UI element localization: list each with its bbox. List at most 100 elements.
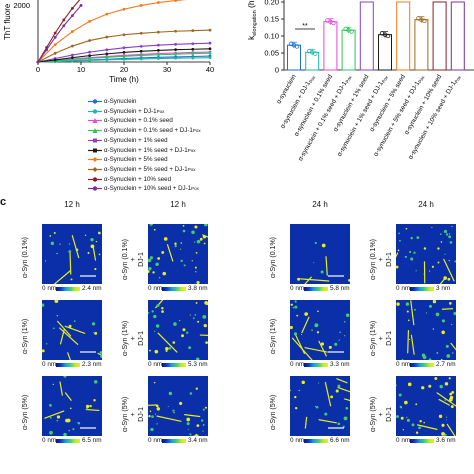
height-colorbar: [304, 439, 328, 443]
height-colorbar: [410, 287, 434, 291]
data-point: [208, 41, 212, 45]
row-label-dj1: α-Syn (5%) + DJ-1: [122, 396, 145, 432]
legend-item: α-Synuclein + 10% seed + DJ-1 Pox: [88, 184, 199, 193]
x-tick-label: 40: [206, 65, 214, 74]
data-point: [191, 47, 195, 51]
data-point: [71, 30, 74, 33]
colorbar-max-label: 6.5 nm: [82, 437, 102, 444]
data-point: [139, 4, 143, 7]
colorbar-max-label: 2.4 nm: [82, 285, 102, 292]
colorbar-min-label: 0 nm: [396, 361, 411, 368]
bar: [396, 1, 411, 71]
legend-label: α-Synuclein + 1% seed + DJ-1: [104, 146, 188, 154]
height-colorbar: [56, 439, 80, 443]
colorbar-max-label: 5.3 nm: [188, 361, 208, 368]
b-y-ticks: 0 0.05 0.10 0.15 0.20: [264, 0, 284, 75]
height-colorbar: [410, 363, 434, 367]
legend-item: α-Synuclein + 1% seed: [88, 136, 168, 145]
row-label-dj1: α-Syn (1%) + DJ-1: [122, 320, 145, 356]
column-heading: 12 h: [170, 200, 186, 209]
colorbar-min-label: 0 nm: [148, 285, 163, 292]
data-point: [139, 49, 143, 53]
legend-label: α-Synuclein + 0.1% seed + DJ-1: [104, 127, 193, 135]
row-label-dj1: α-Syn (0.1%) + DJ-1: [370, 238, 393, 280]
bar: [341, 29, 356, 71]
data-point: [53, 35, 57, 39]
legend-item: α-Synuclein + 5% seed: [88, 155, 168, 164]
data-point: [191, 56, 195, 60]
colorbar-max-label: 2.3 nm: [82, 361, 102, 368]
data-point: [53, 43, 57, 46]
data-point: [105, 58, 109, 62]
data-point: [53, 51, 57, 55]
afm-image: [290, 300, 350, 360]
afm-image: [42, 376, 102, 436]
legend-item: α-Synuclein + 5% seed + DJ-1 Pox: [88, 165, 195, 174]
legend-item: α-Synuclein + 0.1% seed + DJ-1 Pox: [88, 126, 201, 135]
row-label-dj1: α-Syn (1%) + DJ-1: [370, 320, 393, 356]
b-y-tick-label: 0.05: [264, 49, 279, 58]
legend-marker-icon: [88, 99, 102, 104]
legend-label-sub: Pox: [192, 128, 201, 134]
colorbar-max-label: 3.8 nm: [188, 285, 208, 292]
data-point: [88, 39, 91, 42]
colorbar-max-label: 5.8 nm: [330, 285, 350, 292]
height-colorbar: [56, 287, 80, 291]
data-point: [53, 31, 57, 35]
afm-image: [290, 224, 350, 284]
legend-label-sub: Pox: [156, 108, 165, 114]
afm-image: [148, 376, 208, 436]
data-point: [122, 7, 126, 11]
afm-image: [396, 300, 456, 360]
series-lines: [36, 0, 212, 64]
x-axis-label: Time (h): [109, 75, 139, 84]
legend-label: α-Synuclein + 5% seed: [104, 156, 168, 164]
replicate-point: [349, 29, 354, 34]
panel-b-chart: kelongation (h 0 0.05 0.10 0.15 0.20 ** α-sy…: [246, 0, 474, 162]
data-point: [208, 51, 212, 55]
row-label: α-Syn (5%): [22, 394, 29, 430]
legend-item: α-Synuclein + 10% seed: [88, 175, 171, 184]
data-point: [88, 59, 91, 62]
panel-c-label: c: [0, 196, 7, 208]
data-point: [157, 1, 160, 4]
data-point: [139, 44, 143, 48]
data-point: [208, 28, 212, 32]
series-line: [37, 5, 82, 63]
afm-image: [42, 224, 102, 284]
legend-marker-icon: [88, 176, 102, 182]
data-point: [105, 12, 109, 16]
colorbar-min-label: 0 nm: [42, 285, 57, 292]
colorbar-min-label: 0 nm: [396, 437, 411, 444]
data-point: [139, 57, 143, 61]
row-label: α-Syn (1%): [22, 318, 29, 354]
legend-label-sub: Pox: [191, 186, 199, 192]
data-point: [157, 53, 160, 57]
data-point: [174, 52, 178, 56]
legend-label: α-Synuclein + 10% seed: [104, 175, 172, 183]
colorbar-min-label: 0 nm: [290, 437, 305, 444]
replicate-point: [331, 20, 336, 26]
bar: [378, 34, 392, 71]
b-y-tick-label: 0.15: [264, 15, 279, 24]
column-heading: 24 h: [312, 200, 328, 209]
data-point: [122, 54, 126, 58]
bar: [450, 1, 465, 71]
afm-image: [148, 300, 208, 360]
data-point: [88, 54, 91, 58]
colorbar-max-label: 3.4 nm: [188, 437, 208, 444]
legend-marker-icon: [88, 138, 102, 143]
data-point: [71, 6, 74, 10]
legend-item: α-Synuclein + DJ-1 Pox: [88, 107, 164, 116]
data-point: [139, 54, 143, 57]
bar: [287, 44, 301, 71]
legend-label: α-Synuclein + 0.1% seed: [104, 117, 173, 125]
afm-image: [396, 376, 456, 436]
row-label-dj1: α-Syn (5%) + DJ-1: [370, 396, 393, 432]
bar: [323, 21, 338, 71]
replicate-point: [385, 33, 391, 39]
x-tick-label: 0: [36, 65, 40, 74]
row-label: α-Syn (0.1%): [270, 236, 277, 278]
data-point: [191, 29, 195, 33]
legend-item: α-Synuclein + 1% seed + DJ-1 Pox: [88, 146, 195, 155]
